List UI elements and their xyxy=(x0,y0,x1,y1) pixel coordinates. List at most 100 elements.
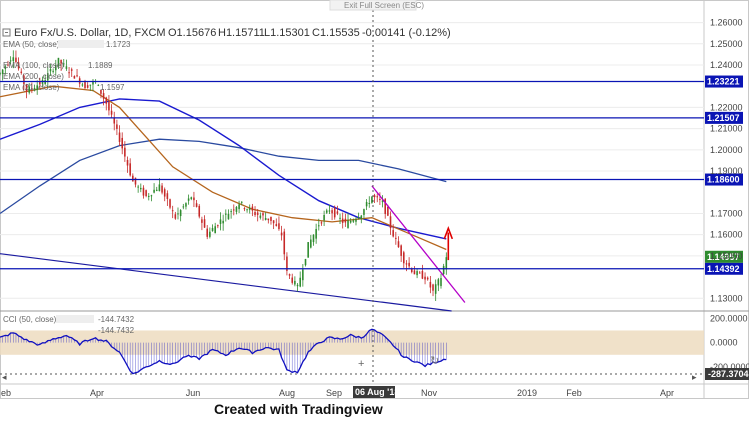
ohlc-low: L1.15301 xyxy=(264,27,310,39)
candle-body xyxy=(291,277,294,283)
candle-body xyxy=(222,220,224,224)
candle-body xyxy=(163,189,166,197)
candle-body xyxy=(105,97,108,104)
axis-layer: 1.26000 1.25000 1.24000 1.22000 1.21000 1.200… xyxy=(1,18,749,398)
candle-body xyxy=(381,200,384,203)
legend-ema200[interactable]: EMA (200, close) xyxy=(3,72,64,81)
candle-body xyxy=(124,147,126,157)
candle-body xyxy=(140,187,142,190)
candle-body xyxy=(33,87,36,91)
candle-body xyxy=(389,216,392,229)
candle-body xyxy=(209,231,211,237)
candle-body xyxy=(424,276,426,280)
candle-body xyxy=(150,195,153,197)
candle-body xyxy=(177,213,179,215)
candle-body xyxy=(426,277,429,280)
candle-body xyxy=(421,270,424,279)
legend-cci[interactable]: CCI (50, close) xyxy=(3,315,57,324)
candle-body xyxy=(379,199,381,201)
candle-body xyxy=(153,189,155,193)
candle-body xyxy=(310,239,312,248)
candle-body xyxy=(174,214,177,219)
level-price-label: 1.23221 xyxy=(707,77,740,87)
candle-body xyxy=(251,206,254,211)
candle-body xyxy=(193,197,195,201)
candle-body xyxy=(434,284,437,294)
candle-body xyxy=(232,209,235,211)
candle-body xyxy=(323,214,325,221)
level-price-label: 1.21507 xyxy=(707,113,740,123)
level-price-label: 1.14392 xyxy=(707,264,740,274)
collapse-icon[interactable] xyxy=(2,28,11,37)
candle-body xyxy=(442,266,445,274)
cursor-date-tag xyxy=(353,386,395,398)
candle-body xyxy=(302,269,304,281)
candle-body xyxy=(182,206,185,208)
candle-body xyxy=(410,268,413,273)
price-tick-label: 1.15000 xyxy=(710,251,743,261)
candle-body xyxy=(371,196,373,203)
level-price-label: 1.18600 xyxy=(707,175,740,185)
candle-body xyxy=(54,64,57,71)
candle-body xyxy=(84,81,86,89)
candle-body xyxy=(225,213,227,215)
credit-caption: Created with Tradingview xyxy=(214,401,383,417)
candle-body xyxy=(429,281,432,288)
candle-body xyxy=(283,231,286,255)
candle-body xyxy=(304,258,307,266)
candle-body xyxy=(294,280,296,285)
candle-body xyxy=(73,75,76,79)
candle-body xyxy=(328,210,331,212)
scroll-right-icon[interactable]: ▸ xyxy=(692,372,697,382)
candle-body xyxy=(259,215,262,218)
ohlc-change: -0.00141 (-0.12%) xyxy=(362,27,451,39)
candle-body xyxy=(219,219,222,224)
candle-body xyxy=(315,228,317,239)
exit-fullscreen-button[interactable] xyxy=(329,0,417,11)
candle-body xyxy=(137,186,139,188)
candle-body xyxy=(113,117,116,124)
candle-body xyxy=(254,211,256,216)
scroll-left-icon[interactable]: ◂ xyxy=(2,372,7,382)
candle-body xyxy=(0,73,1,75)
legend-cci-controls[interactable] xyxy=(56,315,94,323)
current-price-label: 1.14957 xyxy=(707,252,740,262)
candle-body xyxy=(365,202,368,207)
candle-body xyxy=(86,85,89,88)
candle-body xyxy=(243,208,246,210)
candle-body xyxy=(238,204,240,210)
reset-chart-icon[interactable]: ↻ xyxy=(430,355,439,367)
candle-body xyxy=(413,270,416,275)
legend-ema50-controls[interactable] xyxy=(58,40,104,48)
candle-body xyxy=(110,110,113,115)
candle-body xyxy=(307,242,309,258)
candle-body xyxy=(299,277,301,287)
candle-body xyxy=(9,60,12,62)
price-tick-label: 1.17000 xyxy=(710,208,743,218)
ohlc-close: C1.15535 xyxy=(312,27,360,39)
candle-body xyxy=(280,232,283,236)
level-layer: 1.23221 1.21507 1.18600 1.14392 1.14957 xyxy=(0,75,743,303)
candle-body xyxy=(12,57,15,61)
candle-body xyxy=(339,217,341,219)
legend-ema100[interactable]: EMA (100, close) xyxy=(3,61,64,70)
candle-body xyxy=(49,69,52,72)
candle-body xyxy=(161,185,163,193)
candle-layer xyxy=(0,50,448,301)
legend-ema50[interactable]: EMA (50, close) xyxy=(3,40,60,49)
candle-body xyxy=(344,218,347,223)
candle-body xyxy=(169,199,171,208)
candle-body xyxy=(23,75,25,85)
ohlc-open: O1.15676 xyxy=(168,27,216,39)
candle-body xyxy=(317,225,320,227)
legend-ema21[interactable]: EMA (21, close) xyxy=(3,83,60,92)
candle-body xyxy=(240,201,243,203)
cci-tick-label: 0.0000 xyxy=(710,338,738,348)
cci-line xyxy=(0,328,447,375)
candle-body xyxy=(52,70,54,72)
candle-body xyxy=(158,184,161,192)
candle-body xyxy=(325,210,328,213)
candle-body xyxy=(262,213,264,216)
legend-ema200-value: 1.1889 xyxy=(88,61,113,70)
